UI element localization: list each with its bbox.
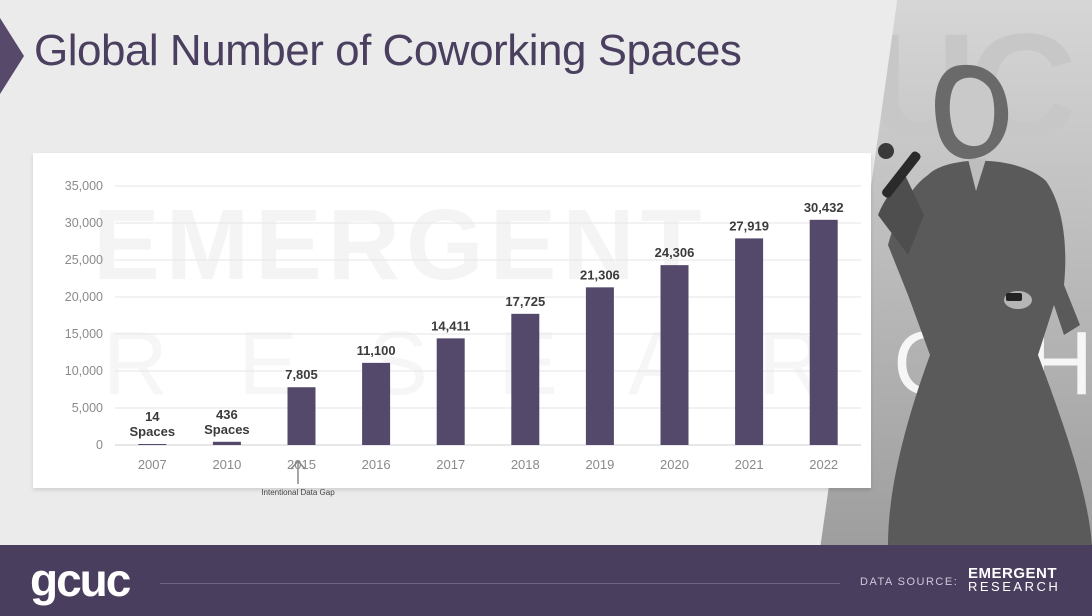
data-label: Spaces: [204, 422, 250, 437]
x-tick-label: 2010: [212, 457, 241, 472]
y-tick-label: 25,000: [65, 253, 103, 267]
data-gap-label: Intentional Data Gap: [261, 488, 335, 497]
slide-title: Global Number of Coworking Spaces: [34, 26, 742, 75]
y-tick-label: 35,000: [65, 179, 103, 193]
x-tick-label: 2007: [138, 457, 167, 472]
data-label: 11,100: [357, 343, 396, 358]
y-tick-label: 15,000: [65, 327, 103, 341]
footer: gcuc DATA SOURCE: EMERGENT RESEARCH: [0, 545, 1092, 616]
x-tick-label: 2022: [809, 457, 838, 472]
data-label: 436: [216, 407, 238, 422]
bar: [287, 387, 316, 445]
data-label: 21,306: [580, 267, 620, 282]
bar: [436, 338, 465, 445]
data-source-label: DATA SOURCE:: [860, 576, 959, 588]
y-tick-label: 10,000: [65, 364, 103, 378]
emergent-research-logo: EMERGENT RESEARCH: [968, 565, 1061, 594]
gcuc-logo: gcuc: [30, 554, 131, 606]
bar: [212, 441, 241, 445]
x-tick-label: 2018: [511, 457, 540, 472]
arrow-tab-icon: [0, 18, 24, 94]
data-label: 14: [145, 409, 160, 424]
x-tick-label: 2019: [585, 457, 614, 472]
bar: [809, 219, 838, 445]
data-label: Spaces: [130, 424, 176, 439]
data-label: 17,725: [505, 294, 545, 309]
footer-divider: [160, 583, 840, 584]
bar: [735, 238, 764, 445]
data-gap-note: Intentional Data Gap: [258, 458, 338, 498]
data-label: 24,306: [655, 245, 695, 260]
y-tick-label: 30,000: [65, 216, 103, 230]
brand-line-2: RESEARCH: [968, 579, 1061, 594]
data-label: 27,919: [729, 218, 769, 233]
y-tick-label: 5,000: [72, 401, 103, 415]
bar: [511, 313, 540, 445]
chart-card: EMERGENT RESEARCH 05,00010,00015,00020,0…: [33, 153, 1092, 488]
bar: [138, 444, 167, 445]
data-label: 30,432: [804, 200, 844, 215]
up-arrow-icon: [290, 459, 306, 484]
y-tick-label: 0: [96, 438, 103, 452]
data-label: 7,805: [285, 367, 318, 382]
bar: [660, 265, 689, 445]
speaker-figure: [878, 64, 1092, 545]
watermark-emergent: EMERGENT: [93, 189, 708, 301]
x-tick-label: 2021: [735, 457, 764, 472]
data-label: 14,411: [431, 318, 470, 333]
bar: [585, 287, 614, 445]
bar-chart: 0 5,000 10,000 15,000 20,000 25,000 30,000 35,0…: [65, 179, 861, 472]
x-tick-label: 2020: [660, 457, 689, 472]
brand-line-1: EMERGENT: [968, 565, 1058, 582]
x-tick-label: 2017: [436, 457, 465, 472]
x-tick-label: 2016: [362, 457, 391, 472]
bar: [362, 362, 391, 445]
y-tick-label: 20,000: [65, 290, 103, 304]
